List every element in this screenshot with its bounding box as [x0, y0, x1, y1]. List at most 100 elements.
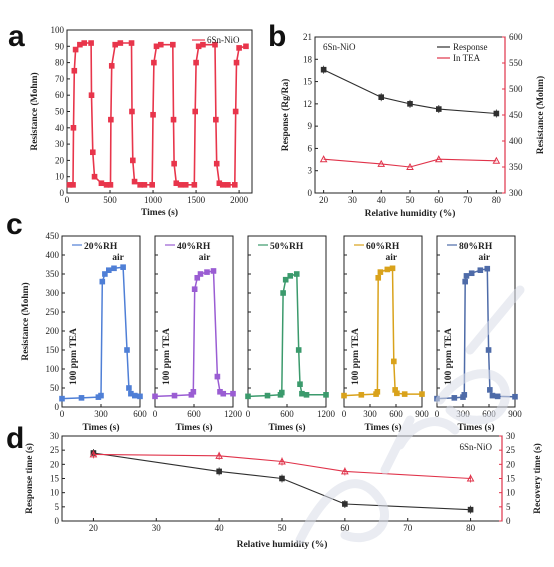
x-tick-label: 0	[153, 409, 158, 419]
data-point	[494, 393, 501, 400]
y-right-tick-label: 550	[509, 58, 523, 68]
data-point	[219, 182, 226, 188]
x-tick-label: 0	[60, 409, 65, 419]
y-tick-label: 350	[46, 269, 60, 279]
y-tick-label: 250	[46, 307, 60, 317]
data-point	[463, 273, 470, 279]
y-tick-label: 6	[308, 143, 313, 153]
series-line-6sn-nio	[69, 42, 247, 186]
data-point	[59, 395, 65, 402]
annotation-air: air	[199, 253, 211, 263]
data-point	[320, 66, 327, 73]
data-point	[287, 273, 294, 279]
data-point	[152, 393, 158, 400]
y-axis-label: Resistance (Mohm)	[20, 282, 31, 360]
data-point	[213, 116, 219, 123]
y-right-tick-label: 20	[506, 459, 516, 469]
data-point	[193, 59, 199, 66]
data-point	[120, 264, 126, 270]
y-tick-label: 70	[55, 74, 65, 84]
data-point	[434, 155, 443, 163]
data-point	[102, 271, 108, 277]
data-point	[233, 59, 240, 66]
x-tick-label: 1000	[144, 195, 163, 205]
x-tick-label: 300	[363, 409, 377, 419]
y-tick-label: 30	[55, 139, 65, 149]
y-right-tick-label: 300	[509, 188, 523, 198]
data-point	[194, 274, 201, 281]
data-point	[461, 392, 468, 398]
y-right-axis-label: Resistance (Mohm)	[535, 76, 546, 154]
data-point	[435, 106, 442, 112]
y-tick-label: 10	[50, 488, 60, 498]
y-right-tick-label: 30	[506, 431, 516, 441]
y-tick-label: 100	[51, 25, 65, 35]
data-point	[264, 392, 271, 399]
data-point	[341, 467, 349, 475]
x-tick-label: 0	[246, 409, 251, 419]
data-point	[171, 392, 178, 399]
data-point	[149, 182, 155, 188]
chart-c4: 0 300 600 900 60%RH 100 ppm TEA air Times (s)	[341, 235, 429, 433]
chart-c1: 0 300 600 0 50 100 150 200 250 300 350 400 450 20%RH 1…	[20, 231, 147, 433]
data-point	[106, 267, 112, 274]
x-tick-label: 300	[94, 409, 108, 419]
data-point	[124, 347, 130, 353]
annotation-air: air	[386, 253, 398, 263]
data-point	[297, 381, 303, 388]
y-tick-label: 10	[55, 172, 65, 182]
annotation-gas: 100 ppm TEA	[162, 328, 172, 385]
data-point	[282, 276, 289, 283]
data-point	[377, 269, 384, 275]
data-point	[130, 157, 136, 164]
data-point	[98, 180, 105, 187]
y-tick-label: 20	[55, 155, 65, 165]
y-tick-label: 3	[308, 166, 313, 176]
data-point	[212, 41, 218, 48]
y-tick-label: 200	[46, 326, 60, 336]
series-line-c3	[247, 273, 326, 398]
legend-label: 80%RH	[459, 242, 493, 252]
x-tick-label: 80	[492, 195, 502, 205]
data-point	[71, 67, 78, 74]
x-tick-label: 0	[342, 409, 347, 419]
y-tick-label: 12	[303, 99, 312, 109]
data-point	[204, 269, 210, 275]
y-tick-label: 9	[308, 121, 313, 131]
data-point	[72, 46, 79, 53]
data-point	[215, 451, 223, 459]
data-point	[132, 392, 138, 399]
y-tick-label: 450	[46, 231, 60, 241]
legend-label: In TEA	[453, 53, 481, 63]
data-point	[70, 182, 76, 188]
annotation-gas: 100 ppm TEA	[351, 328, 361, 385]
data-point	[90, 149, 96, 156]
legend-label: 20%RH	[84, 242, 118, 252]
data-point	[129, 108, 135, 115]
legend-label: 6Sn-NiO	[207, 35, 240, 45]
x-axis-label: Times (s)	[364, 422, 401, 433]
data-point	[88, 40, 94, 46]
y-right-tick-label: 25	[506, 445, 516, 455]
data-point	[216, 468, 222, 475]
legend-label: 50%RH	[270, 242, 304, 252]
x-tick-label: 600	[280, 409, 294, 419]
data-point	[210, 268, 217, 274]
data-point	[107, 182, 114, 188]
y-tick-label: 15	[303, 77, 313, 87]
x-tick-label: 70	[403, 523, 413, 533]
data-point	[468, 270, 475, 277]
data-point	[389, 265, 396, 272]
y-axis-label: Response (Rg/Ra)	[280, 79, 291, 152]
x-tick-label: 1200	[224, 409, 243, 419]
x-axis-label: Relative humidity (%)	[365, 208, 456, 219]
data-point	[191, 286, 198, 293]
y-tick-label: 0	[60, 188, 65, 198]
data-point	[487, 387, 493, 393]
data-point	[111, 265, 117, 272]
data-point	[467, 506, 474, 513]
series-line-in-tea	[323, 158, 497, 168]
y-right-tick-label: 0	[506, 516, 511, 526]
legend-label: 60%RH	[366, 242, 400, 252]
data-point	[230, 390, 236, 397]
